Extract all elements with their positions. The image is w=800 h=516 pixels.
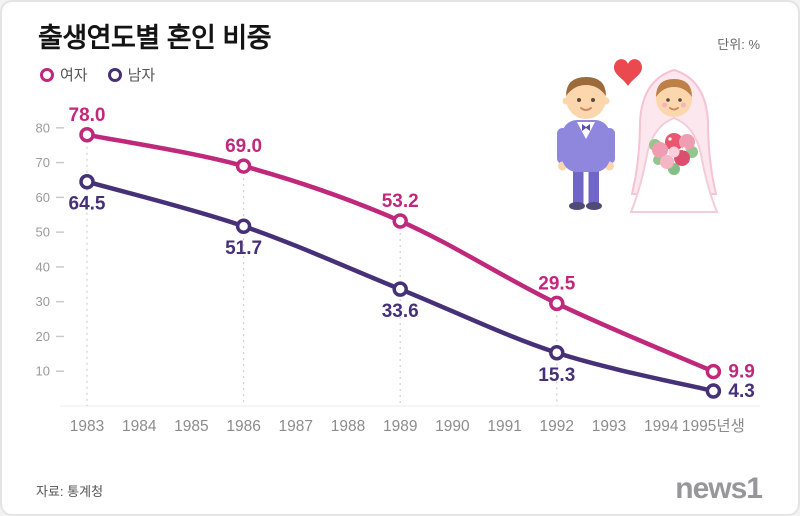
data-label: 53.2 — [382, 191, 419, 212]
heart-icon — [614, 59, 642, 86]
bride-figure — [629, 68, 719, 213]
groom-figure — [557, 77, 615, 210]
data-label: 29.5 — [538, 273, 575, 294]
data-point — [79, 173, 95, 190]
x-tick-label: 1994 — [644, 418, 679, 435]
y-tick-label: 80 — [36, 120, 50, 135]
unit-label: 단위: % — [717, 37, 760, 52]
data-point — [705, 363, 722, 380]
data-point — [79, 127, 95, 143]
data-label: 15.3 — [538, 365, 575, 386]
data-label: 69.0 — [225, 136, 262, 157]
y-tick-label: 10 — [36, 364, 50, 379]
legend-item-men: 남자 — [107, 64, 156, 85]
data-label: 9.9 — [728, 362, 754, 383]
data-point — [705, 383, 722, 399]
line-chart: 10 20 30 40 50 60 70 80 1983 1984 1985 1986 1987 1988… — [36, 105, 760, 435]
x-tick-label: 1995년생 — [682, 417, 745, 435]
y-tick-label: 60 — [36, 190, 50, 205]
source-label: 자료: 통계청 — [36, 484, 104, 499]
y-tick-label: 30 — [36, 294, 50, 309]
bouquet — [649, 133, 698, 175]
y-tick-label: 40 — [36, 259, 50, 274]
wedding-couple-illustration — [524, 42, 739, 237]
legend-item-women: 여자 — [40, 64, 88, 85]
x-tick-label: 1985 — [174, 418, 208, 435]
data-point — [392, 213, 408, 229]
x-tick-label: 1993 — [592, 418, 626, 435]
x-tick-label: 1989 — [383, 418, 417, 435]
x-tick-label: 1991 — [487, 418, 521, 435]
y-tick-label: 50 — [36, 225, 50, 240]
wedding-couple-svg — [557, 59, 719, 213]
legend-label-women: 여자 — [60, 67, 88, 84]
x-tick-label: 1990 — [435, 418, 470, 435]
page-title: 출생연도별 혼인 비중 — [38, 23, 272, 53]
y-tick-label: 20 — [36, 329, 50, 344]
legend-label-men: 남자 — [127, 67, 156, 84]
data-label: 33.6 — [382, 301, 419, 322]
data-point — [392, 281, 408, 297]
data-point — [549, 345, 565, 361]
data-point — [235, 158, 252, 174]
data-label: 78.0 — [69, 105, 106, 126]
data-label: 4.3 — [728, 381, 754, 402]
legend-dot-icon — [107, 67, 122, 82]
data-label: 51.7 — [225, 238, 262, 259]
x-tick-label: 1988 — [331, 418, 365, 435]
y-tick-label: 70 — [36, 155, 50, 170]
legend-dot-icon — [40, 67, 54, 82]
chart-area: 10 20 30 40 50 60 70 80 1983 1984 1985 1986 1987 1988… — [12, 88, 792, 448]
chart-legend: 여자 남자 — [40, 64, 155, 85]
data-point — [549, 295, 565, 312]
data-label: 64.5 — [69, 194, 106, 215]
x-tick-label: 1983 — [70, 418, 104, 435]
x-tick-label: 1992 — [540, 418, 574, 435]
x-tick-label: 1986 — [226, 418, 260, 435]
news1-logo: news1 — [675, 472, 763, 505]
data-point — [235, 218, 252, 234]
x-tick-label: 1984 — [122, 418, 157, 435]
x-tick-label: 1987 — [279, 418, 313, 435]
